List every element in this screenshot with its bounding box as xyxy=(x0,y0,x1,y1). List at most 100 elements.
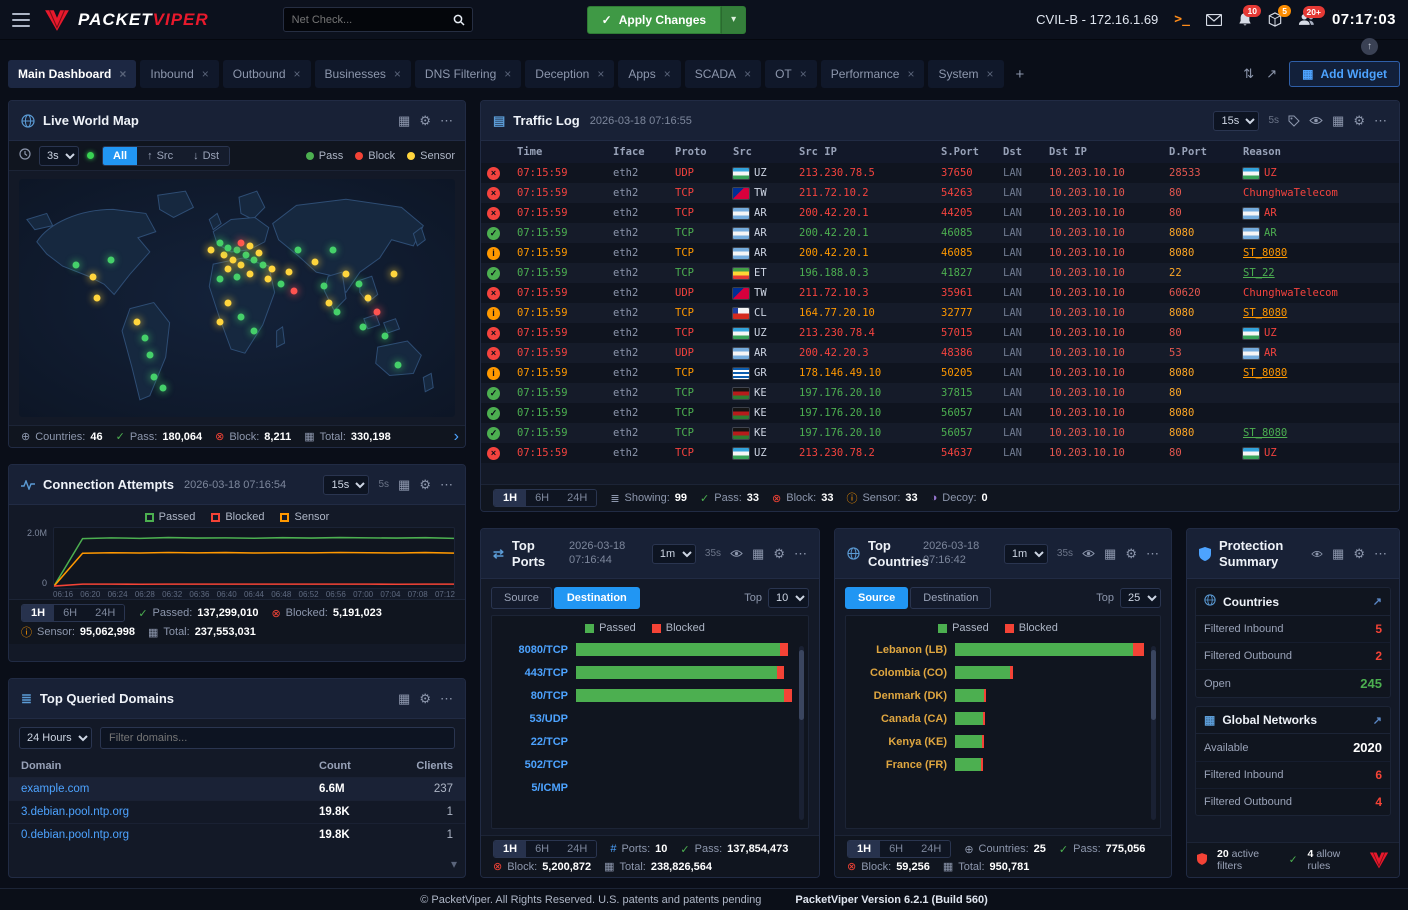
traffic-log-row[interactable]: ×07:15:59eth2TCPTW211.72.10.254263LAN10.… xyxy=(481,183,1399,203)
range-24h[interactable]: 24H xyxy=(912,841,950,857)
domain-row[interactable]: 3.debian.pool.ntp.org19.8K1 xyxy=(9,800,465,823)
range-6h[interactable]: 6H xyxy=(526,841,558,857)
traffic-log-row[interactable]: ✓07:15:59eth2TCPET196.188.0.341827LAN10.… xyxy=(481,263,1399,283)
net-check-search[interactable] xyxy=(283,7,473,32)
countries-top-select[interactable]: 25 xyxy=(1120,588,1161,608)
external-link-icon[interactable]: ↗ xyxy=(1373,714,1382,727)
domain-link[interactable]: 3.debian.pool.ntp.org xyxy=(21,806,319,818)
gear-icon[interactable]: ⚙ xyxy=(1125,546,1137,562)
tab-close-icon[interactable]: × xyxy=(202,67,209,81)
notifications-bell-icon[interactable]: 10 xyxy=(1238,12,1252,27)
range-1h[interactable]: 1H xyxy=(848,841,880,857)
bar-row[interactable]: Canada (CA) xyxy=(852,707,1144,730)
countries-tab-source[interactable]: Source xyxy=(845,587,908,609)
bar-row[interactable]: 5/ICMP xyxy=(498,776,792,799)
countries-interval-select[interactable]: 1m xyxy=(1004,544,1048,564)
gear-icon[interactable]: ⚙ xyxy=(773,546,785,562)
domain-link[interactable]: 0.debian.pool.ntp.org xyxy=(21,829,319,841)
ellipsis-icon[interactable]: ⋯ xyxy=(440,113,453,129)
traffic-log-row[interactable]: ×07:15:59eth2UDPAR200.42.20.348386LAN10.… xyxy=(481,343,1399,363)
range-6h[interactable]: 6H xyxy=(54,605,86,621)
range-1h[interactable]: 1H xyxy=(22,605,54,621)
tab-ot[interactable]: OT× xyxy=(765,60,817,88)
eye-icon[interactable] xyxy=(1311,550,1323,558)
package-icon[interactable]: 5 xyxy=(1268,12,1282,27)
bar-row[interactable]: Lebanon (LB) xyxy=(852,638,1144,661)
tag-icon[interactable] xyxy=(1288,115,1300,127)
map-filter-src[interactable]: ↑Src xyxy=(137,147,183,165)
tab-dns-filtering[interactable]: DNS Filtering× xyxy=(415,60,521,88)
traffic-log-row[interactable]: ✓07:15:59eth2TCPKE197.176.20.1056057LAN1… xyxy=(481,423,1399,443)
chart-icon[interactable]: ▦ xyxy=(1104,546,1116,562)
bar-row[interactable]: Kenya (KE) xyxy=(852,730,1144,753)
tab-close-icon[interactable]: × xyxy=(504,67,511,81)
tab-scada[interactable]: SCADA× xyxy=(685,60,761,88)
gear-icon[interactable]: ⚙ xyxy=(419,477,431,493)
apply-changes-caret[interactable]: ▾ xyxy=(721,6,746,34)
map-interval-select[interactable]: 3s xyxy=(39,146,79,166)
ports-interval-select[interactable]: 1m xyxy=(652,544,696,564)
bar-row[interactable]: Colombia (CO) xyxy=(852,661,1144,684)
traffic-log-row[interactable]: ×07:15:59eth2UDPUZ213.230.78.537650LAN10… xyxy=(481,163,1399,183)
traffic-log-row[interactable]: i07:15:59eth2TCPAR200.42.20.146085LAN10.… xyxy=(481,243,1399,263)
traffic-interval-select[interactable]: 15s xyxy=(1213,111,1259,131)
tab-close-icon[interactable]: × xyxy=(744,67,751,81)
users-icon[interactable]: 20+ xyxy=(1298,13,1316,26)
ports-tab-destination[interactable]: Destination xyxy=(554,587,640,609)
tab-system[interactable]: System× xyxy=(928,60,1003,88)
traffic-log-row[interactable]: ✓07:15:59eth2TCPAR200.42.20.146085LAN10.… xyxy=(481,223,1399,243)
chart-icon[interactable]: ▦ xyxy=(752,546,764,562)
ellipsis-icon[interactable]: ⋯ xyxy=(1374,546,1387,562)
traffic-log-row[interactable]: ×07:15:59eth2TCPUZ213.230.78.457015LAN10… xyxy=(481,323,1399,343)
gear-icon[interactable]: ⚙ xyxy=(419,691,431,707)
chart-icon[interactable]: ▦ xyxy=(1332,546,1344,562)
countries-tab-destination[interactable]: Destination xyxy=(910,587,991,609)
conn-interval-select[interactable]: 15s xyxy=(323,475,369,495)
traffic-log-row[interactable]: ✓07:15:59eth2TCPKE197.176.20.1037815LAN1… xyxy=(481,383,1399,403)
chart-icon[interactable]: ▦ xyxy=(398,113,410,129)
add-tab-button[interactable]: + xyxy=(1008,66,1033,83)
search-icon[interactable] xyxy=(446,8,472,31)
chart-icon[interactable]: ▦ xyxy=(1332,113,1344,129)
ports-top-select[interactable]: 10 xyxy=(768,588,809,608)
world-map-canvas[interactable] xyxy=(19,179,455,417)
tab-close-icon[interactable]: × xyxy=(394,67,401,81)
tab-close-icon[interactable]: × xyxy=(800,67,807,81)
apply-changes-button[interactable]: ✓Apply Changes ▾ xyxy=(587,6,746,34)
range-6h[interactable]: 6H xyxy=(526,490,558,506)
map-filter-all[interactable]: All xyxy=(103,147,137,165)
domain-row[interactable]: 0.debian.pool.ntp.org19.8K1 xyxy=(9,823,465,846)
tab-close-icon[interactable]: × xyxy=(597,67,604,81)
tab-deception[interactable]: Deception× xyxy=(525,60,614,88)
eye-icon[interactable] xyxy=(1309,116,1323,125)
ellipsis-icon[interactable]: ⋯ xyxy=(794,546,807,562)
ellipsis-icon[interactable]: ⋯ xyxy=(440,477,453,493)
bar-row[interactable]: 443/TCP xyxy=(498,661,792,684)
map-filter-dst[interactable]: ↓Dst xyxy=(183,147,229,165)
range-6h[interactable]: 6H xyxy=(880,841,912,857)
bar-row[interactable]: 502/TCP xyxy=(498,753,792,776)
tab-outbound[interactable]: Outbound× xyxy=(223,60,311,88)
bar-row[interactable]: France (FR) xyxy=(852,753,1144,776)
traffic-log-row[interactable]: i07:15:59eth2TCPGR178.146.49.1050205LAN1… xyxy=(481,363,1399,383)
chart-icon[interactable]: ▦ xyxy=(398,477,410,493)
tab-close-icon[interactable]: × xyxy=(664,67,671,81)
gear-icon[interactable]: ⚙ xyxy=(419,113,431,129)
reorder-tabs-icon[interactable]: ⇅ xyxy=(1243,66,1254,82)
eye-icon[interactable] xyxy=(1082,549,1095,558)
bar-row[interactable]: Denmark (DK) xyxy=(852,684,1144,707)
chart-icon[interactable]: ▦ xyxy=(398,691,410,707)
gear-icon[interactable]: ⚙ xyxy=(1353,546,1365,562)
scroll-top-button[interactable]: ↑ xyxy=(1361,38,1378,55)
scrollbar-thumb[interactable] xyxy=(1151,650,1156,720)
ellipsis-icon[interactable]: ⋯ xyxy=(440,691,453,707)
search-input[interactable] xyxy=(284,14,446,26)
tab-inbound[interactable]: Inbound× xyxy=(140,60,218,88)
domain-row[interactable]: example.com6.6M237 xyxy=(9,777,465,800)
external-link-icon[interactable]: ↗ xyxy=(1373,595,1382,608)
range-1h[interactable]: 1H xyxy=(494,490,526,506)
tab-close-icon[interactable]: × xyxy=(119,67,126,81)
ellipsis-icon[interactable]: ⋯ xyxy=(1374,113,1387,129)
range-24h[interactable]: 24H xyxy=(86,605,124,621)
ellipsis-icon[interactable]: ⋯ xyxy=(1146,546,1159,562)
